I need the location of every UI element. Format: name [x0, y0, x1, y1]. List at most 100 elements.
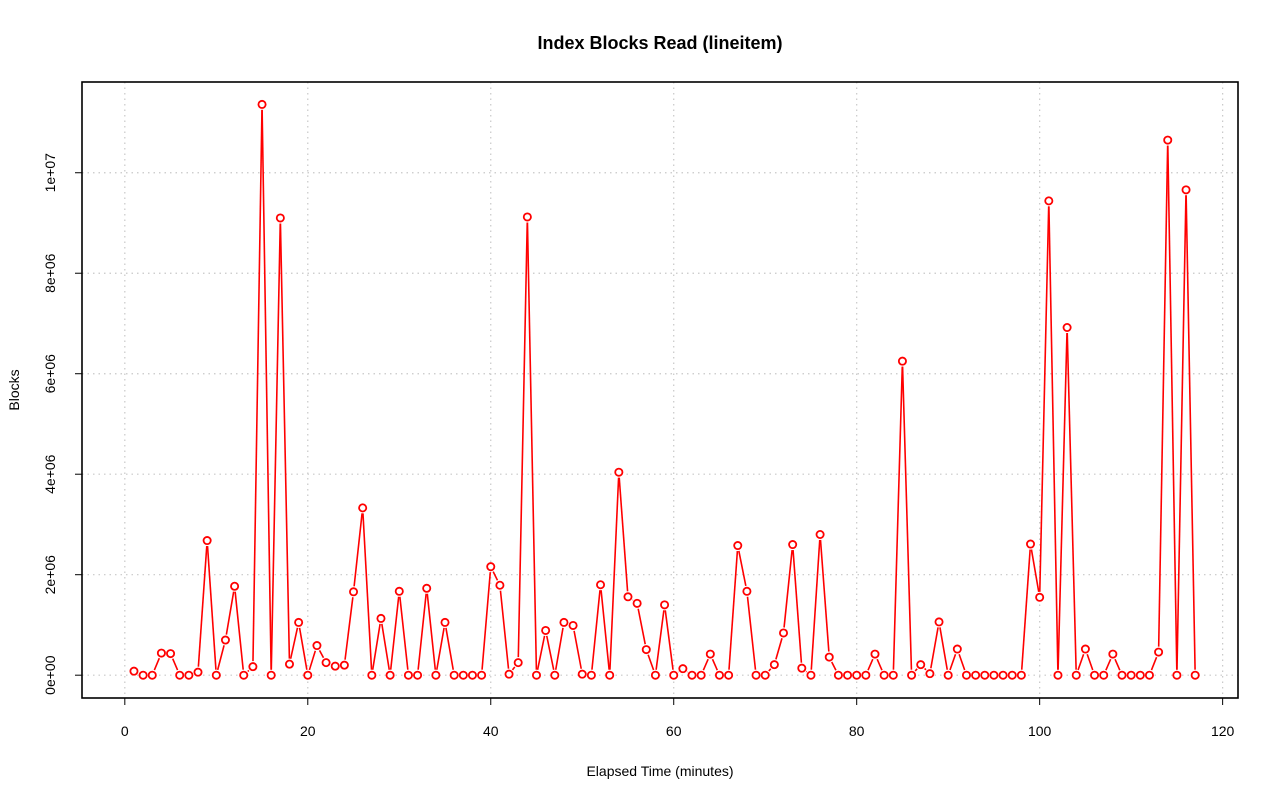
- data-point: [816, 531, 823, 538]
- series-line-segment: [518, 222, 527, 657]
- series-line-segment: [198, 546, 206, 667]
- y-axis-label: Blocks: [6, 369, 22, 410]
- data-point: [277, 214, 284, 221]
- series-line-segment: [248, 670, 249, 671]
- series-line-segment: [437, 628, 444, 670]
- data-point: [194, 669, 201, 676]
- data-point: [734, 542, 741, 549]
- data-point: [908, 672, 915, 679]
- data-point: [185, 672, 192, 679]
- data-point: [341, 662, 348, 669]
- series-line-segment: [931, 627, 938, 668]
- series-line-segment: [877, 659, 882, 670]
- data-point: [597, 581, 604, 588]
- data-point: [926, 670, 933, 677]
- data-point: [387, 672, 394, 679]
- series-line-segment: [1040, 206, 1049, 591]
- data-point: [396, 588, 403, 595]
- series-line-segment: [556, 628, 563, 670]
- series-line-segment: [1031, 549, 1038, 591]
- y-tick-label: 1e+07: [42, 153, 58, 193]
- data-point: [451, 672, 458, 679]
- series-line-segment: [291, 628, 298, 659]
- series-line-segment: [400, 597, 408, 670]
- data-point: [1064, 324, 1071, 331]
- data-point: [1045, 197, 1052, 204]
- series-line-segment: [300, 628, 307, 670]
- series-line-segment: [226, 592, 233, 635]
- data-point: [707, 650, 714, 657]
- data-point: [414, 672, 421, 679]
- data-point: [917, 661, 924, 668]
- data-point: [249, 663, 256, 670]
- series-line-segment: [391, 597, 399, 670]
- series-line-segment: [373, 624, 380, 670]
- series-line-segment: [173, 659, 178, 670]
- data-point: [496, 582, 503, 589]
- data-point: [231, 583, 238, 590]
- data-point: [743, 588, 750, 595]
- data-point: [569, 622, 576, 629]
- data-point: [579, 671, 586, 678]
- series-line-segment: [610, 478, 619, 670]
- series-line-segment: [218, 645, 224, 670]
- data-point: [1155, 648, 1162, 655]
- data-point: [533, 672, 540, 679]
- data-point: [304, 672, 311, 679]
- data-point: [688, 672, 695, 679]
- series-line-segment: [1078, 654, 1084, 670]
- data-point: [807, 672, 814, 679]
- data-point: [1073, 672, 1080, 679]
- data-point: [222, 636, 229, 643]
- series-line-segment: [776, 638, 782, 659]
- data-point: [313, 642, 320, 649]
- series-line-segment: [280, 223, 289, 658]
- series-line-segment: [1151, 657, 1156, 670]
- data-point: [213, 672, 220, 679]
- data-point: [149, 672, 156, 679]
- series-line-segment: [619, 478, 627, 592]
- data-point: [716, 672, 723, 679]
- data-point: [881, 672, 888, 679]
- series-line-segment: [950, 654, 956, 670]
- series-line-segment: [959, 654, 965, 670]
- data-point: [624, 593, 631, 600]
- series-line-segment: [538, 636, 545, 670]
- series-line-segment: [868, 659, 873, 670]
- data-point: [725, 672, 732, 679]
- data-point: [1100, 672, 1107, 679]
- data-point: [1009, 672, 1016, 679]
- series-line-segment: [320, 650, 324, 657]
- series-line-segment: [832, 662, 836, 670]
- data-point: [862, 672, 869, 679]
- data-point: [332, 663, 339, 670]
- data-point: [1018, 672, 1025, 679]
- data-point: [515, 659, 522, 666]
- x-tick-label: 80: [849, 723, 865, 739]
- series-line-segment: [713, 659, 718, 670]
- series-line-segment: [382, 624, 389, 670]
- data-point: [588, 672, 595, 679]
- x-tick-label: 40: [483, 723, 499, 739]
- data-point: [140, 672, 147, 679]
- data-point: [1118, 672, 1125, 679]
- data-point: [158, 649, 165, 656]
- series-line-segment: [769, 669, 771, 671]
- data-point: [560, 619, 567, 626]
- series-line-segment: [940, 627, 947, 669]
- data-point: [1128, 672, 1135, 679]
- data-point: [524, 213, 531, 220]
- data-point: [1091, 672, 1098, 679]
- x-tick-label: 60: [666, 723, 682, 739]
- data-point: [990, 672, 997, 679]
- data-point: [167, 650, 174, 657]
- data-point: [798, 665, 805, 672]
- data-point: [679, 665, 686, 672]
- series-line-segment: [811, 540, 819, 670]
- data-point: [130, 668, 137, 675]
- y-tick-label: 6e+06: [42, 354, 58, 394]
- data-point: [258, 101, 265, 108]
- plot-frame: [82, 82, 1238, 698]
- data-point: [505, 671, 512, 678]
- data-point: [1173, 672, 1180, 679]
